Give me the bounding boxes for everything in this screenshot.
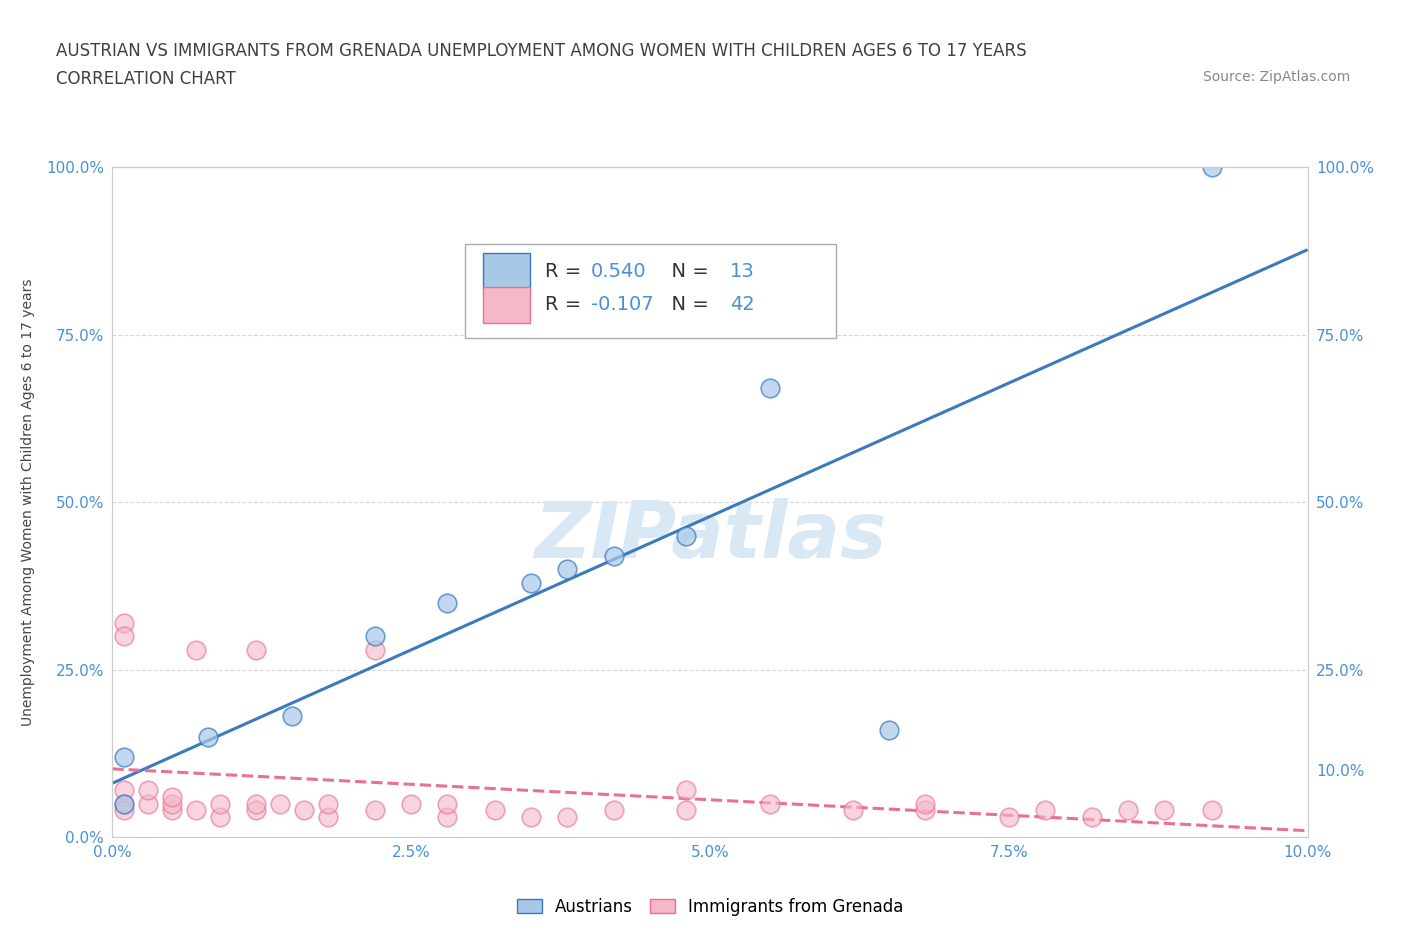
- Text: R =: R =: [546, 295, 588, 314]
- Text: 13: 13: [730, 261, 755, 281]
- Text: R =: R =: [546, 261, 588, 281]
- Text: -0.107: -0.107: [591, 295, 654, 314]
- Point: [208, 809, 231, 824]
- Point: [245, 642, 267, 657]
- Legend: Austrians, Immigrants from Grenada: Austrians, Immigrants from Grenada: [510, 891, 910, 923]
- Point: [114, 783, 135, 798]
- Point: [364, 803, 387, 817]
- Point: [520, 575, 543, 590]
- Text: N =: N =: [658, 261, 714, 281]
- Point: [1081, 809, 1104, 824]
- Point: [114, 796, 135, 811]
- Point: [186, 642, 208, 657]
- Text: 42: 42: [730, 295, 755, 314]
- Point: [1201, 803, 1223, 817]
- Point: [759, 381, 782, 396]
- Point: [245, 796, 267, 811]
- Point: [114, 629, 135, 644]
- Y-axis label: Unemployment Among Women with Children Ages 6 to 17 years: Unemployment Among Women with Children A…: [21, 278, 35, 726]
- Text: ZIPatlas: ZIPatlas: [534, 498, 886, 574]
- Point: [401, 796, 423, 811]
- Point: [292, 803, 315, 817]
- Point: [436, 595, 458, 610]
- Point: [1201, 160, 1223, 175]
- Point: [138, 796, 160, 811]
- Point: [484, 803, 506, 817]
- Point: [603, 803, 626, 817]
- Point: [759, 796, 782, 811]
- Point: [316, 809, 339, 824]
- Point: [914, 796, 936, 811]
- FancyBboxPatch shape: [465, 245, 835, 339]
- Point: [138, 783, 160, 798]
- Point: [114, 796, 135, 811]
- Point: [316, 796, 339, 811]
- Point: [603, 549, 626, 564]
- Point: [245, 803, 267, 817]
- Point: [555, 562, 578, 577]
- Point: [675, 783, 697, 798]
- Point: [162, 796, 183, 811]
- Text: 0.540: 0.540: [591, 261, 647, 281]
- Point: [114, 616, 135, 631]
- Point: [436, 796, 458, 811]
- FancyBboxPatch shape: [484, 286, 530, 323]
- Point: [436, 809, 458, 824]
- Point: [842, 803, 865, 817]
- Text: CORRELATION CHART: CORRELATION CHART: [56, 70, 236, 87]
- Point: [114, 750, 135, 764]
- Point: [364, 642, 387, 657]
- Point: [914, 803, 936, 817]
- Text: AUSTRIAN VS IMMIGRANTS FROM GRENADA UNEMPLOYMENT AMONG WOMEN WITH CHILDREN AGES : AUSTRIAN VS IMMIGRANTS FROM GRENADA UNEM…: [56, 42, 1026, 60]
- Point: [675, 528, 697, 543]
- Point: [186, 803, 208, 817]
- FancyBboxPatch shape: [484, 253, 530, 289]
- Point: [197, 729, 219, 744]
- Point: [364, 629, 387, 644]
- Point: [114, 803, 135, 817]
- Point: [520, 809, 543, 824]
- Point: [162, 790, 183, 804]
- Point: [1118, 803, 1140, 817]
- Point: [877, 723, 901, 737]
- Point: [998, 809, 1021, 824]
- Point: [269, 796, 291, 811]
- Point: [162, 803, 183, 817]
- Point: [1153, 803, 1175, 817]
- Point: [1033, 803, 1056, 817]
- Point: [675, 803, 697, 817]
- Text: N =: N =: [658, 295, 714, 314]
- Point: [208, 796, 231, 811]
- Point: [555, 809, 578, 824]
- Point: [281, 709, 304, 724]
- Text: Source: ZipAtlas.com: Source: ZipAtlas.com: [1202, 70, 1350, 84]
